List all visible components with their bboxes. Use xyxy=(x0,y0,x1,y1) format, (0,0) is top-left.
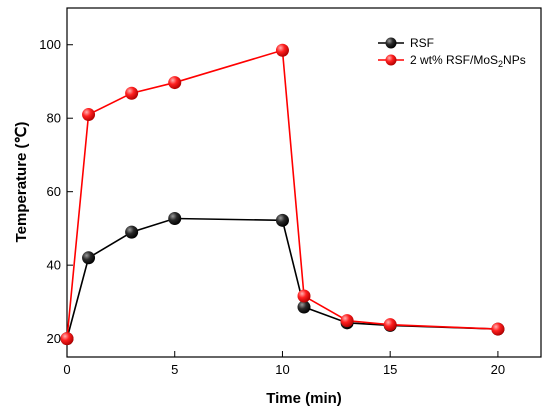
x-axis-ticks: 0 5 10 15 20 xyxy=(63,351,505,377)
data-point-rsf xyxy=(82,251,96,265)
y-tick-label: 40 xyxy=(47,258,61,273)
y-tick-label: 20 xyxy=(47,331,61,346)
legend-label-mos2-suffix: NPs xyxy=(503,53,526,67)
plot-frame xyxy=(66,7,542,358)
x-tick-label: 10 xyxy=(275,362,289,377)
series-layer xyxy=(60,43,505,346)
y-tick-label: 60 xyxy=(47,184,61,199)
legend-label-mos2: 2 wt% RSF/MoS2NPs xyxy=(410,53,526,69)
legend: RSF 2 wt% RSF/MoS2NPs xyxy=(378,36,526,69)
data-point-rsf-mos2 xyxy=(383,318,397,332)
x-tick-label: 0 xyxy=(63,362,70,377)
legend-marker-rsf xyxy=(385,37,397,49)
data-point-rsf xyxy=(297,300,311,314)
data-point-rsf-mos2 xyxy=(60,332,74,346)
legend-label-rsf: RSF xyxy=(410,36,434,50)
legend-marker-mos2 xyxy=(385,54,397,66)
y-tick-label: 100 xyxy=(39,37,61,52)
data-point-rsf-mos2 xyxy=(82,108,96,122)
x-tick-label: 15 xyxy=(383,362,397,377)
data-point-rsf-mos2 xyxy=(491,322,505,336)
data-point-rsf-mos2 xyxy=(297,289,311,303)
data-point-rsf xyxy=(168,212,182,226)
legend-label-mos2-subscript: 2 xyxy=(498,59,503,69)
data-point-rsf xyxy=(275,213,289,227)
x-axis-title: Time (min) xyxy=(266,390,342,407)
y-tick-label: 80 xyxy=(47,111,61,126)
y-axis-title: Temperature (℃) xyxy=(13,122,30,243)
data-point-rsf xyxy=(125,225,139,239)
legend-label-mos2-main: 2 wt% RSF/MoS xyxy=(410,53,498,67)
y-axis-ticks: 20 40 60 80 100 xyxy=(39,37,73,346)
x-tick-label: 20 xyxy=(491,362,505,377)
data-point-rsf-mos2 xyxy=(340,314,354,328)
data-point-rsf-mos2 xyxy=(168,76,182,90)
data-point-rsf-mos2 xyxy=(125,86,139,100)
data-point-rsf-mos2 xyxy=(275,43,289,57)
x-tick-label: 5 xyxy=(171,362,178,377)
